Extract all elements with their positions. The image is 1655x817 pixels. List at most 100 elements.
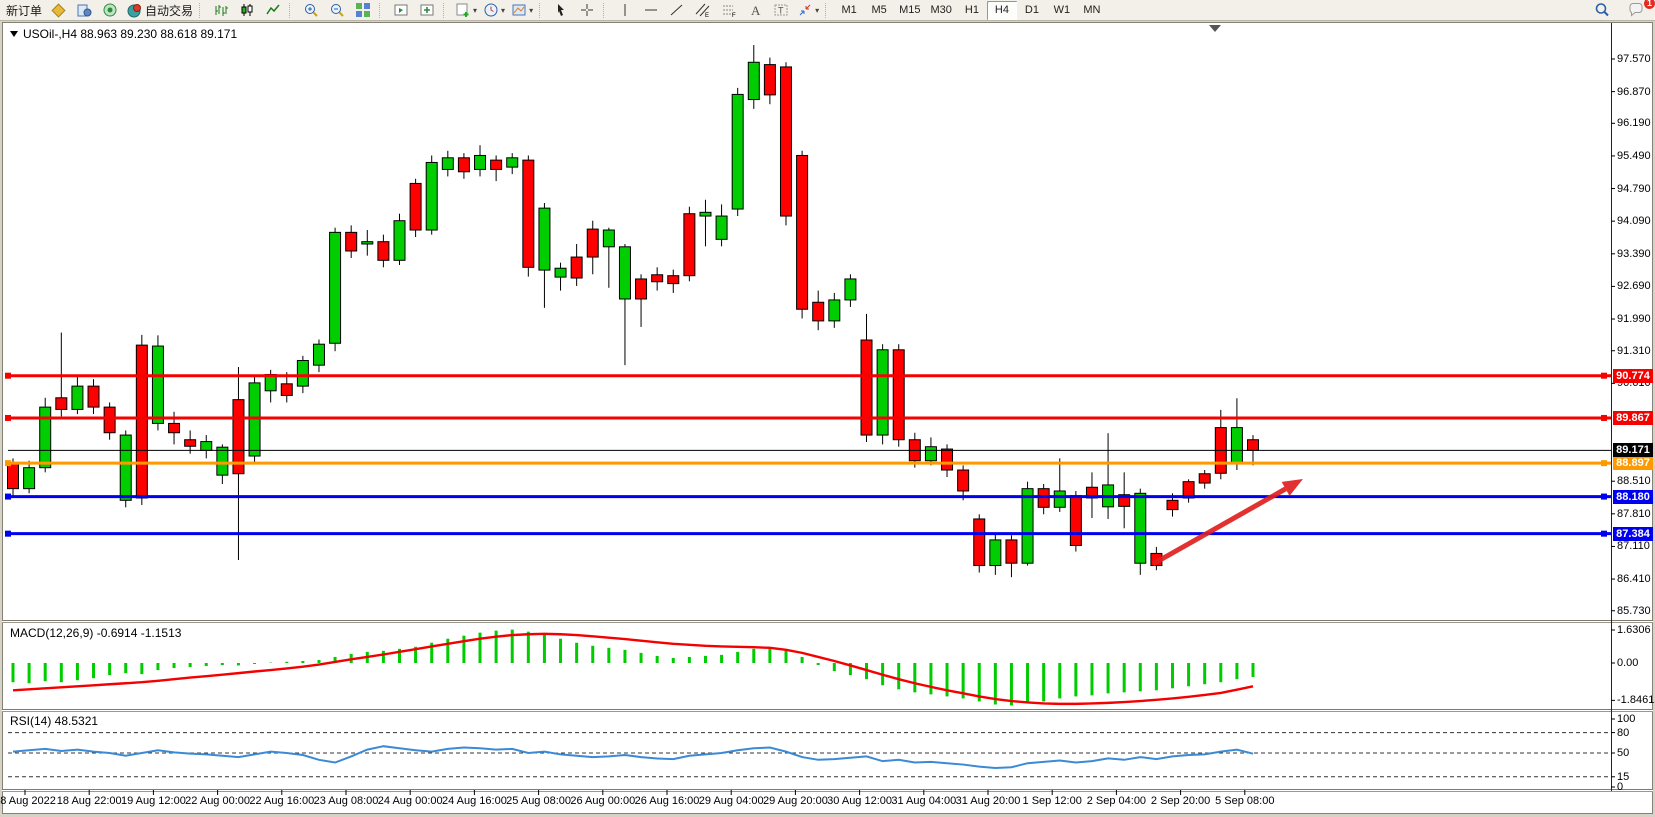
- line-handle[interactable]: [1601, 493, 1607, 500]
- vline-button[interactable]: [612, 1, 638, 20]
- broadcast-button[interactable]: [97, 1, 123, 20]
- text-icon: A: [751, 3, 761, 18]
- bull-candle: [1021, 488, 1034, 564]
- price-axis-tick: 96.870: [1617, 85, 1651, 98]
- cursor-button[interactable]: [548, 1, 574, 20]
- bear-candle: [490, 159, 503, 170]
- bear-candle: [812, 301, 825, 322]
- dropdown-caret-icon[interactable]: ▾: [529, 5, 534, 15]
- bar-chart-button[interactable]: [208, 1, 234, 20]
- bear-candle: [345, 231, 358, 252]
- line-handle[interactable]: [5, 414, 11, 421]
- line-handle[interactable]: [5, 530, 11, 537]
- line-handle[interactable]: [1601, 414, 1607, 421]
- bull-candle: [361, 241, 374, 245]
- macd-axis-tick: 0.00: [1617, 657, 1639, 669]
- bear-candle: [779, 66, 792, 217]
- timeframe-d1[interactable]: D1: [1017, 1, 1047, 20]
- zoom-in-button[interactable]: [298, 1, 324, 20]
- candlestick-icon: [241, 4, 253, 16]
- timeframe-h1[interactable]: H1: [957, 1, 987, 20]
- tile-windows-button[interactable]: [350, 1, 376, 20]
- trend-arrow[interactable]: [1151, 486, 1287, 567]
- chevron-down-icon[interactable]: [10, 31, 18, 37]
- chat-button[interactable]: 1: [1623, 0, 1655, 20]
- new-order-button-label: 新订单: [6, 3, 43, 18]
- bull-candle: [39, 406, 52, 469]
- text-button[interactable]: A: [742, 1, 768, 20]
- line-handle[interactable]: [1601, 372, 1607, 379]
- chart-title: USOil-,H4 88.963 89.230 88.618 89.171: [10, 27, 237, 41]
- chart-shift-marker[interactable]: [1209, 25, 1221, 32]
- bull-candle: [23, 467, 36, 490]
- bear-candle: [522, 159, 535, 268]
- timeframe-h4[interactable]: H4: [986, 0, 1017, 20]
- channel-icon: E: [695, 3, 710, 18]
- chart-window-button[interactable]: [388, 1, 414, 20]
- toolbar-separator: [289, 2, 294, 18]
- period-clock-button[interactable]: ▾: [480, 1, 508, 20]
- dropdown-caret-icon[interactable]: ▾: [501, 5, 506, 15]
- timeframe-mn[interactable]: MN: [1077, 1, 1107, 20]
- price-axis-tick: 92.690: [1617, 280, 1651, 293]
- price-axis-border: [1611, 23, 1612, 791]
- line-handle[interactable]: [1601, 460, 1607, 467]
- label-button[interactable]: T: [768, 1, 794, 20]
- line-handle[interactable]: [5, 493, 11, 500]
- dropdown-caret-icon[interactable]: ▾: [473, 5, 478, 15]
- chart-window-add-button[interactable]: [414, 1, 440, 20]
- bear-candle: [796, 154, 809, 310]
- timeframe-m5[interactable]: M5: [864, 1, 894, 20]
- line-handle[interactable]: [1601, 530, 1607, 537]
- bull-candle: [1053, 490, 1066, 508]
- new-order-button[interactable]: 新订单: [3, 1, 45, 20]
- line-handle[interactable]: [5, 372, 11, 379]
- bull-candle: [602, 229, 615, 248]
- bear-candle: [570, 256, 583, 279]
- auto-trading-button[interactable]: 自动交易: [123, 1, 196, 20]
- bull-candle: [200, 441, 213, 451]
- trendline-button[interactable]: [664, 1, 690, 20]
- channel-button[interactable]: E: [690, 1, 716, 20]
- candlestick-button[interactable]: [234, 1, 260, 20]
- dropdown-caret-icon[interactable]: ▾: [815, 5, 820, 15]
- bear-candle: [1247, 439, 1260, 451]
- bull-candle: [844, 278, 857, 301]
- new-chart-icon: [456, 3, 469, 17]
- bull-candle: [618, 246, 631, 300]
- hline-button[interactable]: [638, 1, 664, 20]
- zoom-out-button[interactable]: [324, 1, 350, 20]
- timeframe-m1[interactable]: M1: [834, 1, 864, 20]
- period-clock-icon: [484, 3, 498, 17]
- timeframe-m30[interactable]: M30: [926, 1, 957, 20]
- macd-axis-tick: 1.6306: [1617, 623, 1651, 636]
- gold-badge-button[interactable]: [45, 1, 71, 20]
- template-button[interactable]: ▾: [508, 1, 536, 20]
- trend-arrow-head[interactable]: [1281, 479, 1303, 496]
- bull-candle: [151, 345, 164, 424]
- crosshair-button[interactable]: [574, 1, 600, 20]
- gold-badge-icon: [51, 3, 66, 18]
- label-icon: T: [774, 4, 788, 16]
- macd-axis-tick: -1.8461: [1617, 694, 1655, 707]
- arrows-button[interactable]: ▾: [794, 1, 822, 20]
- bear-candle: [1166, 499, 1179, 511]
- bear-candle: [1069, 495, 1082, 547]
- fibonacci-button[interactable]: F: [716, 1, 742, 20]
- timeframe-w1[interactable]: W1: [1047, 1, 1077, 20]
- line-chart-button[interactable]: [260, 1, 286, 20]
- price-axis-tick: 94.090: [1617, 215, 1651, 228]
- date-axis-label: 19 Aug 12:00: [120, 795, 186, 807]
- accounts-button[interactable]: [71, 1, 97, 20]
- timeframe-m15[interactable]: M15: [894, 1, 925, 20]
- line-handle[interactable]: [5, 460, 11, 467]
- date-axis-label: 2 Sep 20:00: [1150, 795, 1211, 807]
- date-axis-label: 29 Aug 20:00: [762, 795, 828, 807]
- search-button[interactable]: [1589, 1, 1615, 20]
- price-axis-tick: 91.310: [1617, 344, 1651, 357]
- new-chart-button[interactable]: ▾: [452, 1, 480, 20]
- price-axis-tick: 96.190: [1617, 117, 1651, 130]
- date-axis-label: 23 Aug 08:00: [313, 795, 379, 807]
